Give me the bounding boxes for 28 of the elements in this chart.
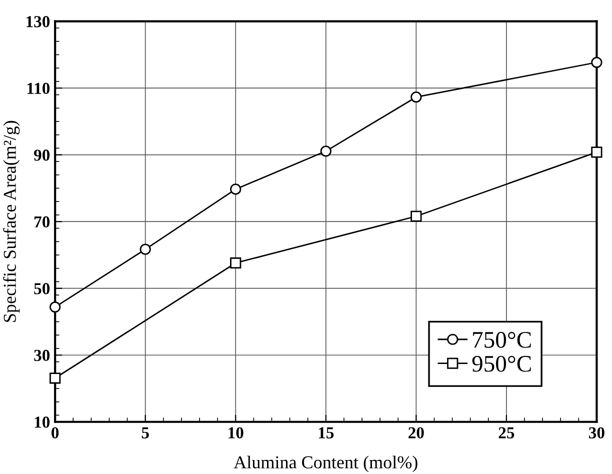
x-tick-label: 25 bbox=[498, 427, 514, 438]
point bbox=[410, 92, 422, 103]
point bbox=[50, 372, 61, 384]
x-axis-title: Alumina Content (mol%) bbox=[234, 456, 418, 472]
point bbox=[591, 146, 602, 158]
x-tick-label: 10 bbox=[228, 427, 244, 438]
point bbox=[140, 244, 151, 255]
x-tick-label: 0 bbox=[52, 427, 59, 438]
point bbox=[320, 146, 332, 157]
y-tick-label: 110 bbox=[27, 82, 50, 94]
y-tick-label: 90 bbox=[34, 150, 50, 161]
y-tick-label: 50 bbox=[34, 283, 50, 294]
x-tick-label: 30 bbox=[588, 427, 604, 438]
legend-label: 750°C bbox=[473, 332, 531, 348]
point bbox=[230, 184, 242, 195]
legend-label: 950°C bbox=[472, 356, 531, 372]
y-tick-label: 130 bbox=[26, 16, 50, 28]
point bbox=[410, 210, 422, 222]
y-axis-title: Specific Surface Area(m²/g) bbox=[3, 120, 20, 322]
y-tick-label: 70 bbox=[34, 216, 50, 228]
x-tick-label: 20 bbox=[408, 427, 424, 438]
x-tick-label: 15 bbox=[318, 427, 334, 438]
point bbox=[230, 257, 242, 269]
point bbox=[591, 56, 602, 68]
point bbox=[50, 301, 61, 313]
x-tick-label: 5 bbox=[142, 427, 149, 438]
y-tick-label: 10 bbox=[34, 416, 50, 428]
y-tick-label: 30 bbox=[34, 350, 50, 362]
